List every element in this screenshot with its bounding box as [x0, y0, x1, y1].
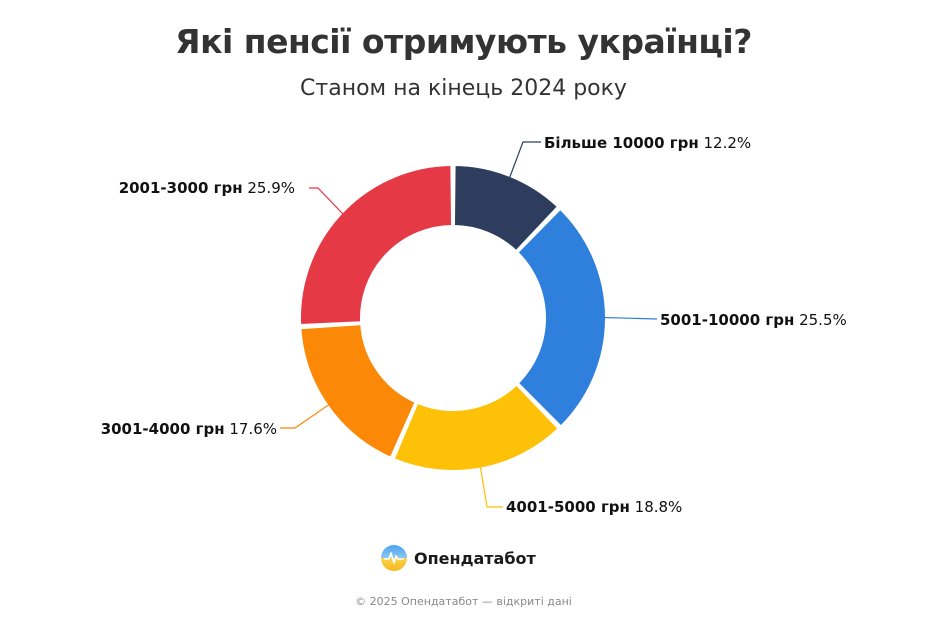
donut-slice — [392, 383, 560, 472]
leader-line — [508, 141, 541, 179]
donut-slice — [452, 164, 559, 253]
slice-category-label: Більше 10000 грн — [544, 134, 699, 152]
slice-label: 5001-10000 грн 25.5% — [660, 311, 847, 329]
brand-name: Опендатабот — [414, 548, 536, 568]
slice-category-label: 5001-10000 грн — [660, 311, 794, 329]
slice-value-label: 25.5% — [794, 311, 846, 329]
leader-line — [309, 187, 344, 215]
donut-slice — [299, 164, 454, 327]
leader-line — [280, 403, 330, 429]
chart-title: Які пенсії отримують українці? — [175, 22, 752, 61]
slice-label: 4001-5000 грн 18.8% — [506, 498, 682, 516]
slice-value-label: 25.9% — [243, 179, 295, 197]
slice-label: 2001-3000 грн 25.9% — [119, 179, 295, 197]
slice-category-label: 4001-5000 грн — [506, 498, 630, 516]
leader-line — [603, 316, 658, 320]
chart-subtitle: Станом на кінець 2024 року — [300, 76, 627, 101]
slice-category-label: 2001-3000 грн — [119, 179, 243, 197]
donut-slice — [516, 207, 607, 428]
slice-label: 3001-4000 грн 17.6% — [101, 420, 277, 438]
footer-copyright: © 2025 Опендатабот — відкриті дані — [355, 595, 572, 608]
slice-category-label: 3001-4000 грн — [101, 420, 225, 438]
slice-value-label: 18.8% — [630, 498, 682, 516]
brand: Опендатабот — [380, 543, 536, 573]
donut-slice — [299, 323, 417, 459]
leader-line — [479, 466, 503, 508]
slice-value-label: 17.6% — [225, 420, 277, 438]
slice-label: Більше 10000 грн 12.2% — [544, 134, 751, 152]
slice-value-label: 12.2% — [699, 134, 751, 152]
opendatabot-logo-icon — [381, 545, 407, 571]
